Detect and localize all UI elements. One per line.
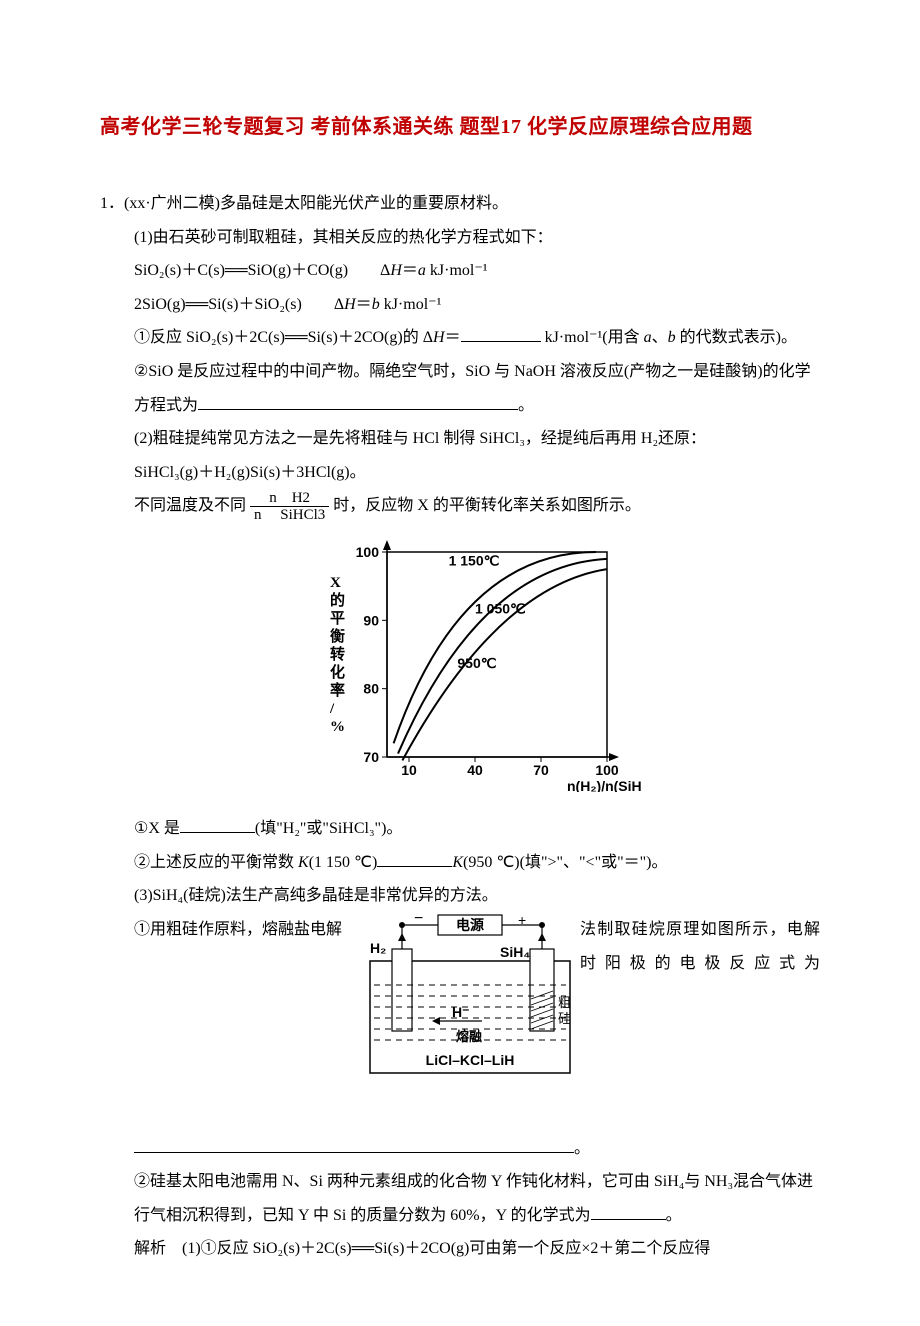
blank (198, 393, 518, 410)
text: 不同温度及不同 (134, 497, 246, 514)
svg-text:H⁻: H⁻ (452, 1004, 470, 1020)
svg-text:−: − (414, 913, 423, 927)
svg-text:X: X (330, 575, 341, 591)
chart-svg: X的平衡转化率/%708090100104070100n(H₂)/n(SiHCl… (312, 532, 642, 792)
svg-text:转: 转 (330, 645, 345, 663)
fraction: n H2 n SiHCl3 (250, 490, 329, 524)
svg-text:率: 率 (330, 681, 345, 699)
q3-2-text-a: ②硅基太阳电池需用 N、Si 两种元素组成的化合物 Y 作钝化材料，它可由 Si… (134, 1173, 813, 1224)
q1-eq3: SiHCl₃(g)＋H₂(g)Si(s)＋3HCl(g)。 (134, 456, 820, 490)
svg-text:的: 的 (330, 591, 345, 609)
solution-line: 解析 (1)①反应 SiO₂(s)＋2C(s)══Si(s)＋2CO(g)可由第… (134, 1232, 820, 1266)
fraction-denominator: n SiHCl3 (250, 507, 329, 524)
q1-p2-intro: (2)粗硅提纯常见方法之一是先将粗硅与 HCl 制得 SiHCl₃，经提纯后再用… (134, 422, 820, 456)
blank (377, 850, 452, 867)
q1-p3-intro: (3)SiH₄(硅烷)法生产高纯多晶硅是非常优异的方法。 (134, 879, 820, 913)
svg-text:+: + (518, 913, 526, 928)
fraction-numerator: n H2 (250, 490, 329, 508)
svg-text:%: % (330, 719, 345, 735)
svg-text:LiCl–KCl–LiH: LiCl–KCl–LiH (426, 1052, 515, 1068)
q1-2: ②SiO 是反应过程中的中间产物。隔绝空气时，SiO 与 NaOH 溶液反应(产… (134, 355, 820, 422)
svg-text:90: 90 (363, 612, 379, 628)
q1-p1-intro: (1)由石英砂可制取粗硅，其相关反应的热化学方程式如下： (134, 221, 820, 255)
svg-text:950℃: 950℃ (457, 655, 496, 671)
q2-2: ②上述反应的平衡常数 K(1 150 ℃) K(950 ℃)(填">"、"<"或"… (134, 846, 820, 880)
svg-text:衡: 衡 (330, 627, 345, 645)
blank (180, 816, 255, 833)
svg-text:化: 化 (330, 663, 345, 681)
q3-1-blank-line: 。 (134, 1132, 820, 1166)
svg-text:1 150℃: 1 150℃ (449, 552, 500, 568)
svg-text:熔融: 熔融 (456, 1029, 482, 1044)
text: 法制取硅烷原理如图所示，电解 (580, 913, 820, 947)
q1-1: ①反应 SiO₂(s)＋2C(s)══Si(s)＋2CO(g)的 ΔH＝ kJ·… (134, 321, 820, 355)
svg-text:40: 40 (467, 762, 483, 778)
q2-2-text-a: ②上述反应的平衡常数 K(1 150 ℃) (134, 854, 377, 871)
svg-text:70: 70 (533, 762, 549, 778)
svg-text:100: 100 (356, 544, 380, 560)
q2-1-text-a: ①X 是 (134, 820, 180, 837)
q2-2-text-b: K(950 ℃)(填">"、"<"或"＝")。 (452, 854, 667, 871)
svg-text:10: 10 (401, 762, 417, 778)
q1-p2-ratio-line: 不同温度及不同 n H2 n SiHCl3 时，反应物 X 的平衡转化率关系如图… (134, 489, 820, 523)
svg-text:硅: 硅 (558, 1011, 571, 1026)
document-title: 高考化学三轮专题复习 考前体系通关练 题型17 化学反应原理综合应用题 (100, 110, 820, 139)
svg-text:电源: 电源 (456, 917, 484, 934)
q1-2-text-b: 。 (518, 397, 534, 414)
q3-2: ②硅基太阳电池需用 N、Si 两种元素组成的化合物 Y 作钝化材料，它可由 Si… (134, 1165, 820, 1232)
svg-text:/: / (329, 701, 335, 717)
q3-2-text-b: 。 (666, 1207, 682, 1224)
svg-text:H₂: H₂ (370, 940, 386, 956)
blank (134, 1136, 574, 1153)
text: 时，反应物 X 的平衡转化率关系如图所示。 (333, 497, 641, 514)
period: 。 (574, 1140, 590, 1157)
blank (591, 1203, 666, 1220)
svg-text:n(H₂)/n(SiHCl₃): n(H₂)/n(SiHCl₃) (567, 778, 642, 792)
q1-eq1: SiO₂(s)＋C(s)══SiO(g)＋CO(g) ΔH＝a kJ·mol⁻¹ (134, 254, 820, 288)
svg-text:粗: 粗 (558, 995, 571, 1010)
q1-1-text-a: ①反应 SiO₂(s)＋2C(s)══Si(s)＋2CO(g)的 ΔH＝ (134, 329, 461, 346)
text: 时阳极的电极反应式为 (580, 947, 820, 981)
q1-1-text-b: kJ·mol⁻¹(用含 a、b 的代数式表示)。 (541, 329, 797, 346)
svg-text:70: 70 (363, 749, 379, 765)
electrolysis-diagram: 电源 − + H₂ SiH₄ 粗硅 H⁻ 熔融 LiCl–KCl–LiH (342, 913, 574, 1092)
q3-1-right: 法制取硅烷原理如图所示，电解 时阳极的电极反应式为 (574, 913, 820, 980)
blank (461, 325, 541, 342)
svg-text:平: 平 (330, 610, 345, 627)
q2-1: ①X 是 (填"H₂"或"SiHCl₃")。 (134, 812, 820, 846)
q1-eq2: 2SiO(g)══Si(s)＋SiO₂(s) ΔH＝b kJ·mol⁻¹ (134, 288, 820, 322)
conversion-chart: X的平衡转化率/%708090100104070100n(H₂)/n(SiHCl… (134, 532, 820, 805)
q1-stem: 1．(xx·广州二模)多晶硅是太阳能光伏产业的重要原材料。 (100, 187, 820, 221)
q2-1-text-b: (填"H₂"或"SiHCl₃")。 (255, 820, 403, 837)
svg-text:SiH₄: SiH₄ (500, 944, 530, 960)
q3-1-left: ①用粗硅作原料，熔融盐电解 (134, 913, 342, 947)
svg-text:1 050℃: 1 050℃ (475, 600, 526, 616)
svg-text:100: 100 (595, 762, 619, 778)
q3-1-line1: ①用粗硅作原料，熔融盐电解 电源 − + H₂ SiH₄ 粗硅 H⁻ 熔融 LiCl–KCl–L… (134, 913, 820, 1092)
diagram-svg: 电源 − + H₂ SiH₄ 粗硅 H⁻ 熔融 LiCl–KCl–LiH (342, 913, 574, 1079)
svg-text:80: 80 (363, 680, 379, 696)
